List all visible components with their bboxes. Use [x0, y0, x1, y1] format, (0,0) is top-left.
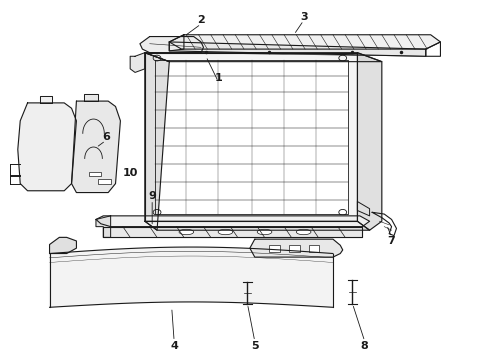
Text: 7: 7	[388, 236, 395, 246]
Polygon shape	[49, 247, 333, 307]
Polygon shape	[145, 53, 382, 62]
Polygon shape	[145, 53, 357, 221]
Polygon shape	[18, 103, 76, 191]
Polygon shape	[145, 53, 169, 230]
Polygon shape	[169, 42, 426, 56]
Text: 6: 6	[102, 132, 110, 142]
Polygon shape	[40, 96, 52, 103]
Polygon shape	[169, 35, 441, 49]
Ellipse shape	[179, 229, 194, 235]
Text: 10: 10	[122, 168, 138, 178]
Polygon shape	[155, 60, 347, 214]
Text: 5: 5	[251, 341, 259, 351]
Ellipse shape	[257, 229, 272, 235]
Bar	[309, 244, 319, 252]
Polygon shape	[357, 53, 382, 230]
Polygon shape	[96, 216, 111, 237]
Text: 8: 8	[361, 341, 368, 351]
Polygon shape	[49, 237, 76, 253]
Text: 4: 4	[170, 341, 178, 351]
Polygon shape	[72, 101, 121, 193]
Polygon shape	[140, 37, 203, 53]
Bar	[270, 244, 280, 252]
Ellipse shape	[296, 229, 311, 235]
Text: 9: 9	[148, 191, 156, 201]
Text: 1: 1	[214, 73, 222, 83]
Ellipse shape	[218, 229, 233, 235]
Polygon shape	[103, 226, 362, 237]
Polygon shape	[130, 53, 145, 72]
Polygon shape	[84, 94, 98, 101]
Bar	[289, 244, 300, 252]
Polygon shape	[250, 239, 343, 257]
Text: 2: 2	[197, 15, 205, 26]
Polygon shape	[96, 216, 369, 226]
Polygon shape	[145, 221, 369, 230]
Text: 3: 3	[300, 12, 307, 22]
Bar	[89, 172, 101, 176]
Bar	[98, 179, 111, 184]
